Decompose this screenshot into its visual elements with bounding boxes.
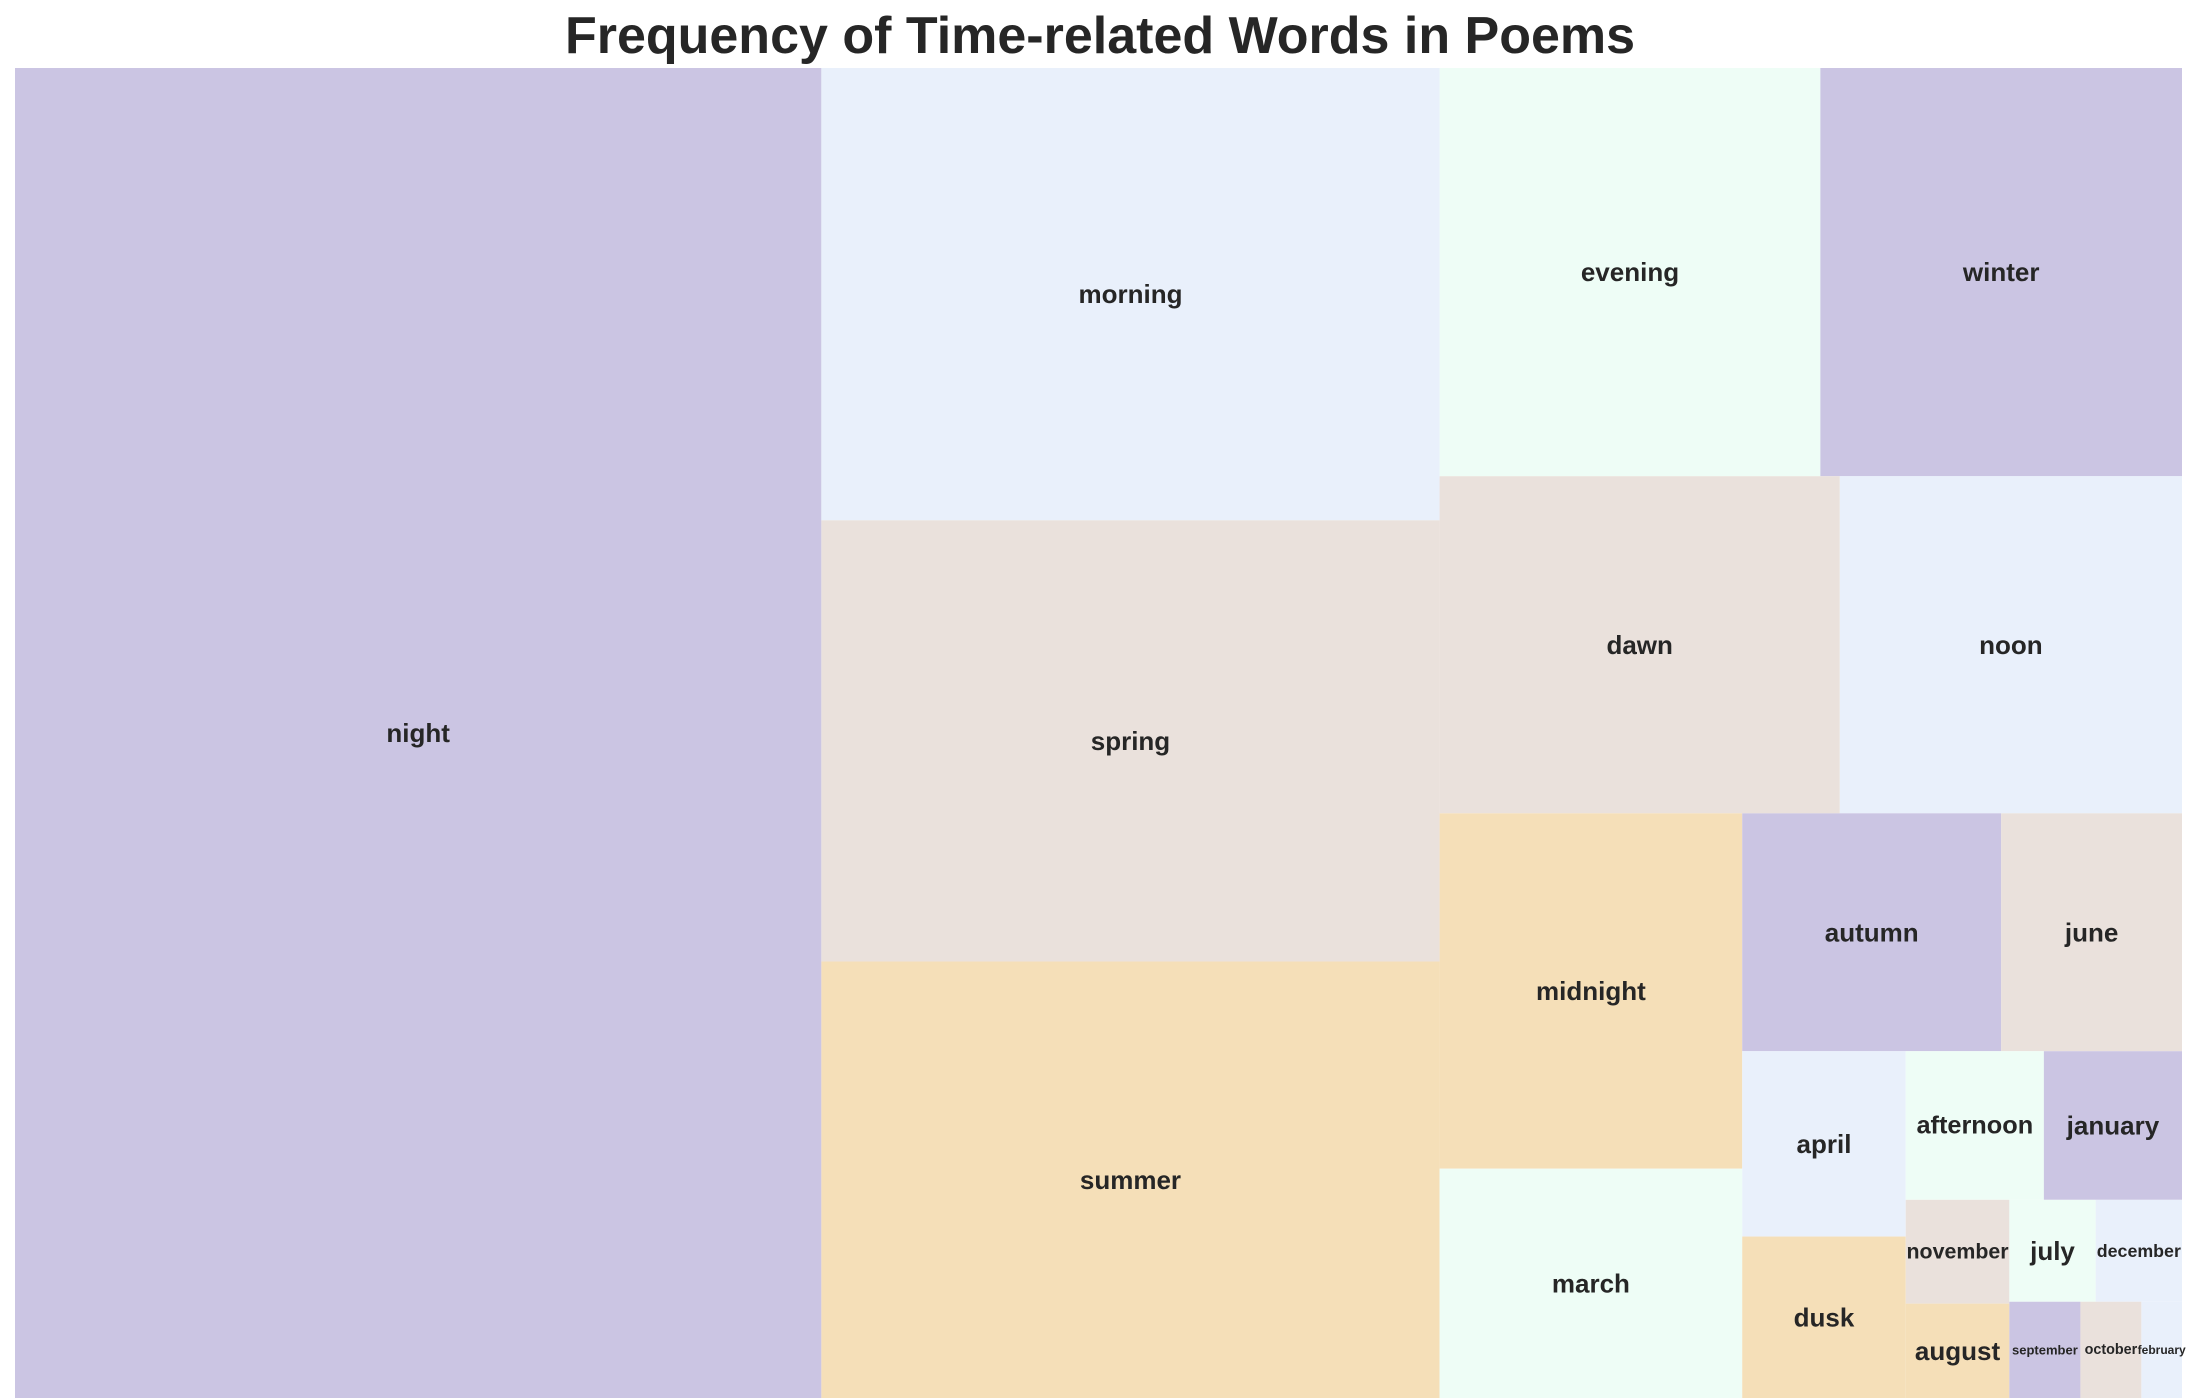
treemap-label-august: august (1915, 1336, 2001, 1366)
treemap-cell-summer: summer (821, 961, 1440, 1398)
treemap-cell-winter: winter (1820, 68, 2182, 477)
treemap-label-november: november (1906, 1240, 2008, 1264)
treemap-label-noon: noon (1979, 630, 2043, 660)
treemap-cell-dusk: dusk (1742, 1236, 1906, 1398)
treemap-rect-dusk (1742, 1236, 1906, 1398)
treemap-rect-afternoon (1905, 1051, 2044, 1200)
treemap-rect-september (2009, 1301, 2081, 1398)
treemap-rect-evening (1439, 68, 1821, 477)
treemap-cell-dawn: dawn (1439, 476, 1840, 814)
treemap-cell-april: april (1742, 1051, 1906, 1237)
treemap-label-october: october (2085, 1342, 2138, 1358)
treemap-rect-noon (1839, 476, 2182, 814)
treemap-rect-november (1905, 1199, 2010, 1304)
treemap-cell-august: august (1905, 1303, 2010, 1398)
treemap-label-january: january (2066, 1111, 2160, 1141)
treemap-label-afternoon: afternoon (1916, 1112, 2033, 1140)
treemap-cell-autumn: autumn (1742, 813, 2002, 1052)
treemap-rect-night (15, 68, 822, 1398)
treemap-label-march: march (1552, 1268, 1630, 1298)
treemap-label-december: december (2097, 1241, 2181, 1261)
treemap-rect-autumn (1742, 813, 2002, 1052)
treemap-rect-july (2009, 1199, 2096, 1302)
treemap-rect-winter (1820, 68, 2182, 477)
treemap-label-june: june (2064, 917, 2118, 947)
treemap-cell-january: january (2043, 1051, 2182, 1200)
treemap-label-morning: morning (1078, 279, 1182, 309)
treemap-rect-february (2141, 1301, 2182, 1398)
treemap-cell-morning: morning (821, 68, 1440, 521)
treemap-rect-december (2095, 1199, 2182, 1302)
treemap-label-july: july (2029, 1236, 2075, 1266)
treemap-rect-dawn (1439, 476, 1840, 814)
treemap-cell-july: july (2009, 1199, 2096, 1302)
treemap-label-summer: summer (1080, 1165, 1181, 1195)
treemap-rect-august (1905, 1303, 2010, 1398)
treemap-rect-summer (821, 961, 1440, 1398)
treemap-label-february: february (2138, 1343, 2186, 1357)
treemap-rect-morning (821, 68, 1440, 521)
treemap-cell-june: june (2001, 813, 2182, 1052)
treemap-cell-december: december (2095, 1199, 2182, 1302)
treemap-label-evening: evening (1581, 257, 1679, 287)
treemap-label-autumn: autumn (1825, 917, 1919, 947)
treemap-rect-october (2080, 1301, 2142, 1398)
treemap-label-april: april (1797, 1129, 1852, 1159)
treemap-cell-afternoon: afternoon (1905, 1051, 2044, 1200)
treemap-rect-january (2043, 1051, 2182, 1200)
treemap-cell-noon: noon (1839, 476, 2182, 814)
treemap-rect-spring (821, 520, 1440, 962)
treemap-label-september: september (2012, 1342, 2078, 1357)
treemap-rect-midnight (1439, 813, 1743, 1169)
treemap-rect-march (1439, 1168, 1743, 1398)
treemap-label-midnight: midnight (1536, 976, 1646, 1006)
treemap-label-night: night (386, 718, 450, 748)
treemap-cell-october: october (2080, 1301, 2142, 1398)
treemap-cell-march: march (1439, 1168, 1743, 1398)
treemap-cell-night: night (15, 68, 822, 1398)
treemap-cell-november: november (1905, 1199, 2010, 1304)
treemap-label-dawn: dawn (1606, 630, 1672, 660)
treemap-label-spring: spring (1091, 726, 1170, 756)
treemap-cell-february: february (2138, 1301, 2186, 1398)
treemap-rect-june (2001, 813, 2182, 1052)
treemap-label-winter: winter (1962, 257, 2040, 287)
treemap-cell-september: september (2009, 1301, 2081, 1398)
treemap-cell-midnight: midnight (1439, 813, 1743, 1169)
treemap-cell-evening: evening (1439, 68, 1821, 477)
treemap-cell-spring: spring (821, 520, 1440, 962)
chart-title: Frequency of Time-related Words in Poems (564, 7, 1636, 65)
treemap-rect-april (1742, 1051, 1906, 1237)
treemap-label-dusk: dusk (1794, 1302, 1855, 1332)
